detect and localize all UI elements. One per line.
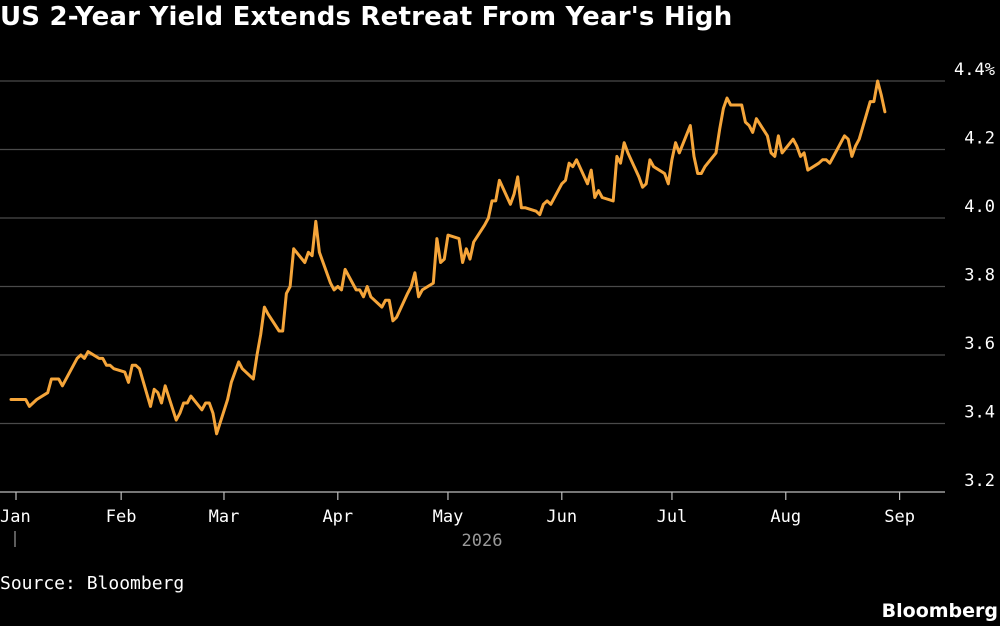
x-tick-label: Apr bbox=[322, 507, 353, 527]
y-tick-label: 3.2 bbox=[964, 471, 995, 491]
y-tick-label: 4.2 bbox=[964, 129, 995, 149]
x-tick-label: Feb bbox=[106, 507, 137, 527]
x-tick-label: Jan bbox=[0, 507, 31, 527]
yield-series-line bbox=[9, 79, 887, 436]
y-tick-label: 4.0 bbox=[964, 197, 995, 217]
x-tick-label: Jun bbox=[546, 507, 577, 527]
y-tick-label: 3.8 bbox=[964, 266, 995, 286]
y-axis-ticks: 3.2 3.4 3.6 3.8 4.0 4.2 4.4% bbox=[954, 60, 995, 491]
chart-title: US 2-Year Yield Extends Retreat From Yea… bbox=[0, 2, 733, 32]
y-tick-label: 4.4% bbox=[954, 60, 995, 80]
gridlines bbox=[0, 80, 945, 493]
series-line-layer bbox=[9, 79, 887, 436]
year-label: 2026 bbox=[462, 531, 503, 551]
bloomberg-logo: Bloomberg bbox=[881, 600, 998, 622]
y-tick-label: 3.4 bbox=[964, 403, 995, 423]
y-tick-label: 3.6 bbox=[964, 334, 995, 354]
x-tick-label: Mar bbox=[209, 507, 240, 527]
x-tick-label: May bbox=[433, 507, 464, 527]
x-axis: Jan Feb Mar Apr May Jun Jul Aug Sep 2026 bbox=[0, 492, 915, 551]
x-tick-label: Jul bbox=[657, 507, 688, 527]
x-tick-label: Aug bbox=[770, 507, 801, 527]
x-tick-label: Sep bbox=[884, 507, 915, 527]
source-note: Source: Bloomberg bbox=[0, 573, 185, 594]
